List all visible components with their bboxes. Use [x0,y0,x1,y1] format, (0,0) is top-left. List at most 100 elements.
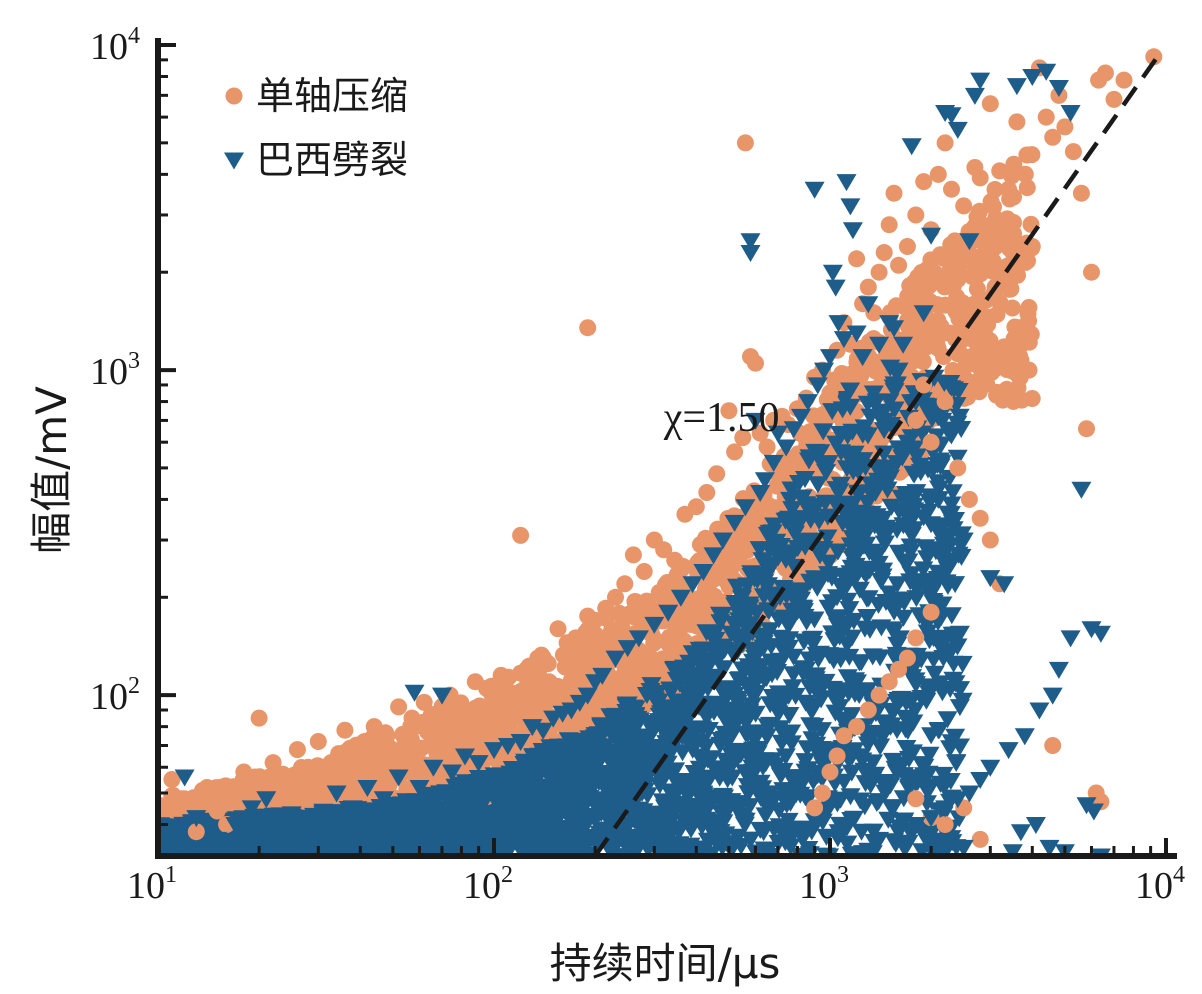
cloud-point [656,735,677,753]
data-point [1115,71,1133,89]
cloud-point [738,541,756,559]
cloud-point [536,824,557,842]
data-point [1002,844,1023,856]
cloud-point [1018,179,1036,197]
data-point [442,764,462,782]
cloud-point [489,797,510,815]
data-point [1025,817,1046,834]
cloud-point [918,461,938,479]
cloud-point [895,709,916,727]
cloud-point [797,791,818,809]
data-point [452,698,470,716]
legend-label-0: 单轴压缩 [256,74,408,118]
data-point [828,747,846,765]
data-point [275,835,296,853]
cloud-point [532,743,553,760]
cloud-point [743,763,763,781]
cloud-point [862,724,883,742]
cloud-point [879,461,900,478]
cloud-point [901,566,922,584]
data-point [947,791,968,809]
data-point [373,791,394,809]
cloud-point [929,521,950,539]
cloud-point [870,738,891,756]
y-tick-label: 102 [90,673,140,718]
data-point [880,216,898,234]
cloud-point [743,653,764,671]
data-point [292,810,313,828]
cloud-point [696,624,717,642]
cloud-point [987,351,1005,369]
cloud-point [738,622,759,640]
data-point [1006,78,1027,96]
cloud-point [851,823,872,841]
cloud-point [755,807,776,825]
cloud-point [831,444,852,462]
data-point [905,817,926,834]
data-point [1044,737,1062,754]
cloud-point [543,747,564,764]
data-point [323,763,341,781]
cloud-point [654,821,675,839]
cloud-point [477,786,498,804]
cloud-point [458,731,476,749]
cloud-point [187,841,208,856]
data-point [533,722,554,740]
cloud-point [645,739,666,756]
data-point [835,727,853,745]
cloud-point [913,561,934,579]
data-point [658,604,679,622]
data-point [953,839,974,856]
cloud-point [697,529,715,547]
data-point [870,263,888,281]
data-point [235,763,253,781]
cloud-point [906,484,927,502]
cloud-point [508,833,529,851]
cloud-point [839,648,860,666]
cloud-point [975,230,993,248]
cloud-point [932,684,953,702]
cloud-point [454,783,475,801]
data-point [724,514,745,532]
cloud-point [1006,318,1024,336]
cloud-point [428,743,446,761]
data-point [763,454,784,472]
data-point [1096,64,1114,82]
data-point [549,620,567,638]
cloud-point [947,303,965,321]
cloud-point [1010,339,1028,357]
data-point [510,734,531,751]
cloud-point [896,556,917,574]
cloud-point [748,566,769,584]
data-point [976,244,994,261]
cloud-point [818,801,838,819]
cloud-point [933,766,954,784]
cloud-point [862,648,883,666]
cloud-point [517,826,537,843]
cloud-point [916,616,937,634]
cloud-point [660,681,681,699]
cloud-point [808,573,829,591]
data-point [1014,728,1035,746]
data-point [981,95,999,113]
cloud-point [791,585,812,603]
data-point [798,394,818,412]
legend-label-1: 巴西劈裂 [256,138,408,182]
cloud-point [858,842,879,856]
data-point [163,771,181,788]
data-point [913,305,934,323]
data-point [791,408,811,426]
cloud-point [431,807,452,825]
cloud-point [892,449,913,467]
cloud-point [540,673,558,691]
cloud-point [799,425,817,443]
cloud-point [344,784,362,802]
cloud-point [871,573,892,590]
cloud-point [780,838,801,856]
data-point [518,660,536,678]
data-point [859,701,877,719]
data-point [888,362,909,380]
data-point [929,165,947,183]
cloud-point [951,323,969,341]
data-point [309,733,327,750]
